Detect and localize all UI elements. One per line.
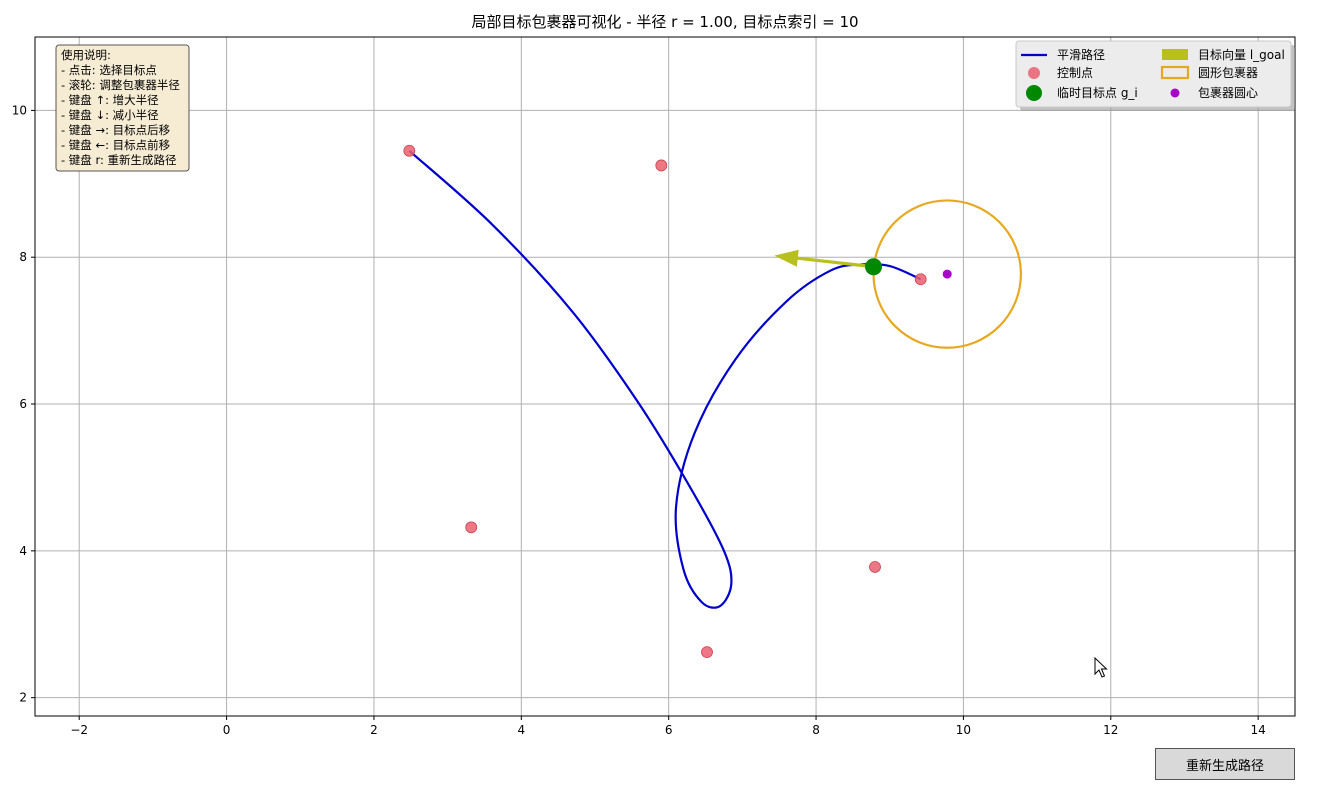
legend-label-goal-vector: 目标向量 l_goal	[1198, 47, 1285, 62]
y-tick-label: 8	[19, 250, 27, 264]
help-line: - 键盘 ←: 目标点前移	[61, 138, 171, 152]
legend-label-goal-point: 临时目标点 g_i	[1057, 86, 1138, 100]
control-point[interactable]	[914, 273, 927, 286]
x-tick-label: 2	[370, 723, 378, 737]
goal-vector-arrow-shape	[774, 249, 875, 269]
help-annotation-background	[55, 44, 190, 172]
control-point[interactable]	[465, 521, 478, 534]
data-marks	[403, 144, 1022, 659]
control-point[interactable]	[869, 561, 881, 573]
y-tick-label: 4	[19, 544, 27, 558]
x-tick-label: 14	[1251, 723, 1266, 737]
legend-label-smooth-path: 平滑路径	[1057, 47, 1105, 62]
help-annotation: 使用说明: - 点击: 选择目标点 - 滚轮: 调整包裹器半径 - 键盘 ↑: …	[55, 44, 190, 172]
plot-frame	[34, 36, 1296, 717]
goal-vector-arrow	[774, 249, 875, 269]
legend-background	[1015, 40, 1292, 108]
help-line: - 点击: 选择目标点	[61, 63, 157, 77]
legend-swatch-control-points	[1028, 67, 1040, 79]
control-points	[403, 144, 927, 659]
help-line: - 键盘 ↓: 减小半径	[61, 108, 159, 122]
y-tick-label: 10	[12, 103, 27, 117]
legend-label-wrapper-center: 包裹器圆心	[1198, 85, 1258, 100]
control-point[interactable]	[655, 159, 668, 172]
help-line: - 键盘 →: 目标点后移	[61, 123, 171, 137]
plot-area[interactable]	[35, 37, 1295, 716]
temporary-goal-point	[865, 258, 883, 276]
regenerate-path-button[interactable]: 重新生成路径	[1155, 748, 1295, 780]
legend-swatch-goal-vector	[1162, 49, 1188, 60]
x-tick-label: 12	[1103, 723, 1118, 737]
x-tick-label: 6	[665, 723, 673, 737]
help-line: - 键盘 ↑: 增大半径	[61, 93, 159, 107]
help-line: - 滚轮: 调整包裹器半径	[61, 78, 180, 92]
legend-swatch-wrapper-center	[1170, 88, 1180, 98]
x-axis: −2 0 2 4 6 8 10 12 14	[70, 716, 1266, 737]
help-line: - 键盘 r: 重新生成路径	[61, 153, 177, 167]
legend-label-control-points: 控制点	[1057, 66, 1093, 80]
control-point[interactable]	[403, 144, 416, 157]
legend-label-wrapper-circle: 圆形包裹器	[1198, 65, 1258, 80]
legend: 平滑路径 控制点 临时目标点 g_i 目标向量 l_goal 圆形包裹器 包裹器…	[1015, 40, 1295, 111]
x-tick-label: 0	[223, 723, 231, 737]
x-tick-label: 10	[956, 723, 971, 737]
x-tick-label: 8	[812, 723, 820, 737]
y-tick-label: 2	[19, 691, 27, 705]
chart-title: 局部目标包裹器可视化 - 半径 r = 1.00, 目标点索引 = 10	[471, 13, 858, 31]
mouse-cursor-icon	[1094, 657, 1108, 678]
y-axis: 2 4 6 8 10	[12, 103, 35, 705]
help-line: 使用说明:	[61, 48, 111, 62]
control-point[interactable]	[701, 646, 713, 659]
legend-swatch-wrapper-circle	[1160, 65, 1190, 80]
wrapper-center-point	[942, 269, 952, 279]
x-tick-label: −2	[70, 723, 88, 737]
y-tick-label: 6	[19, 397, 27, 411]
x-tick-label: 4	[517, 723, 525, 737]
legend-swatch-goal-point	[1026, 85, 1042, 101]
smooth-path-line	[408, 149, 922, 609]
